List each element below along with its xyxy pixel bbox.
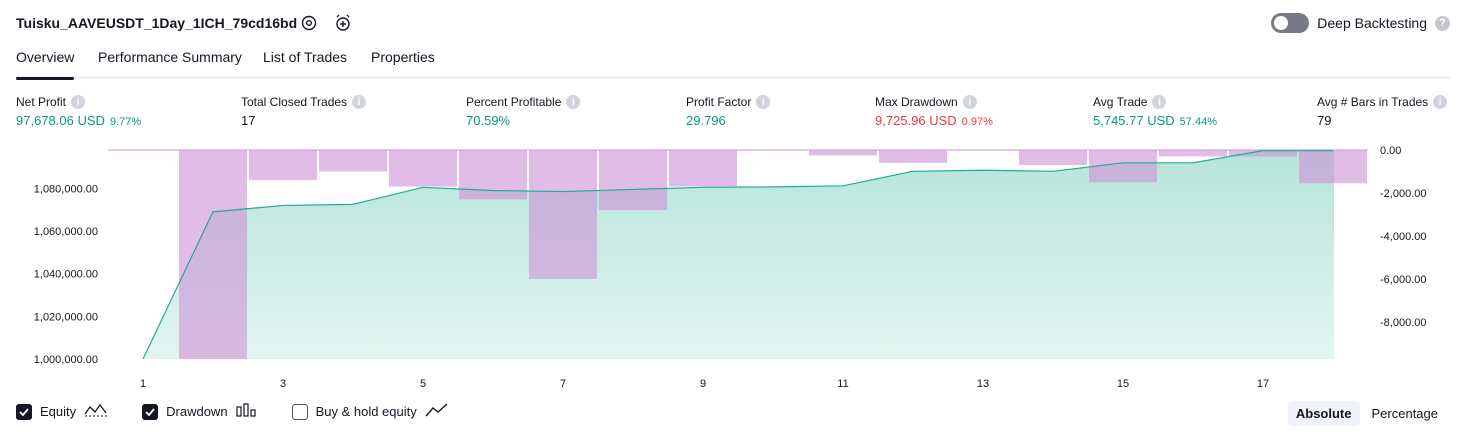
metric-percent: 57.44% <box>1179 116 1217 128</box>
y-right-tick-label: -6,000.00 <box>1380 274 1426 286</box>
metric-value: 17 <box>241 113 256 128</box>
x-tick-label: 1 <box>140 378 146 390</box>
x-tick-label: 17 <box>1257 378 1269 390</box>
equity-area <box>143 150 1334 359</box>
absolute-button[interactable]: Absolute <box>1287 401 1360 426</box>
drawdown-bar <box>319 150 387 172</box>
metric-label: Avg # Bars in Trades <box>1317 95 1429 109</box>
y-left-tick-label: 1,080,000.00 <box>34 183 98 195</box>
metric-label: Max Drawdown <box>875 95 958 109</box>
percentage-button[interactable]: Percentage <box>1371 406 1439 421</box>
info-icon[interactable]: i <box>71 95 86 109</box>
metric-percent: 0.97% <box>961 116 993 128</box>
metric-total-closed-trades: Total Closed Trades i 17 <box>241 94 367 128</box>
y-right-tick-label: -8,000.00 <box>1380 317 1426 329</box>
metric-value: 9,725.96 USD <box>875 113 957 128</box>
metric-value: 70.59% <box>466 113 511 128</box>
drawdown-checkbox[interactable] <box>142 403 159 420</box>
y-right-tick-label: 0.00 <box>1380 145 1401 157</box>
equity-line <box>142 150 1334 360</box>
x-tick-label: 5 <box>420 378 426 390</box>
report-header: Tuisku_AAVEUSDT_1Day_1ICH_79cd16bd Deep … <box>16 12 1450 36</box>
drawdown-bar <box>1159 150 1227 157</box>
metric-label: Percent Profitable <box>466 95 562 109</box>
buy-hold-line-icon <box>425 403 449 420</box>
y-left-tick-label: 1,040,000.00 <box>34 269 98 281</box>
drawdown-bar <box>809 150 877 156</box>
tab-properties[interactable]: Properties <box>371 49 435 65</box>
y-right-tick-label: -4,000.00 <box>1380 231 1426 243</box>
y-left-tick-label: 1,060,000.00 <box>34 226 98 238</box>
metric-avg-bars: Avg # Bars in Trades i 79 <box>1317 94 1448 128</box>
x-tick-label: 7 <box>560 378 566 390</box>
drawdown-bar <box>179 150 247 359</box>
metric-profit-factor: Profit Factor i 29.796 <box>686 94 771 128</box>
drawdown-bar <box>1299 150 1367 184</box>
metric-avg-trade: Avg Trade i 5,745.77 USD 57.44% <box>1093 94 1217 128</box>
info-icon[interactable]: i <box>756 95 771 109</box>
legend-label: Equity <box>40 404 77 419</box>
x-tick-label: 13 <box>977 378 989 390</box>
metric-label: Profit Factor <box>686 95 752 109</box>
tab-list-of-trades[interactable]: List of Trades <box>263 49 348 65</box>
equity-wave-icon <box>84 403 108 420</box>
metric-net-profit: Net Profit i 97,678.06 USD 9.77% <box>16 94 141 128</box>
legend-label: Buy & hold equity <box>315 404 417 419</box>
drawdown-bar <box>599 150 667 211</box>
buy-hold-checkbox[interactable] <box>291 403 308 420</box>
legend-equity[interactable]: Equity <box>16 403 108 420</box>
drawdown-bar <box>669 150 737 187</box>
y-left-tick-label: 1,020,000.00 <box>34 311 98 323</box>
metric-value: 79 <box>1317 113 1332 128</box>
metric-percent-profitable: Percent Profitable i 70.59% <box>466 94 581 128</box>
drawdown-bar <box>1019 150 1087 166</box>
strategy-title: Tuisku_AAVEUSDT_1Day_1ICH_79cd16bd <box>16 15 298 31</box>
chart-legend: Equity Drawdown Buy & hold equity <box>16 403 483 420</box>
drawdown-bar <box>529 150 597 279</box>
x-tick-label: 3 <box>280 378 286 390</box>
metric-percent: 9.77% <box>109 116 142 128</box>
legend-drawdown[interactable]: Drawdown <box>142 403 257 420</box>
info-icon[interactable]: i <box>352 95 367 109</box>
metric-value: 5,745.77 USD <box>1093 113 1175 128</box>
add-alert-icon[interactable] <box>332 12 354 34</box>
legend-label: Drawdown <box>166 404 228 419</box>
info-icon[interactable]: i <box>566 95 581 109</box>
deep-backtesting-toggle[interactable] <box>1271 13 1310 33</box>
y-right-tick-label: -2,000.00 <box>1380 188 1426 200</box>
settings-icon[interactable] <box>298 12 320 34</box>
scale-mode-switch: Absolute Percentage <box>1287 401 1446 426</box>
x-tick-label: 9 <box>700 378 706 390</box>
drawdown-bars-icon <box>235 403 258 420</box>
equity-checkbox[interactable] <box>16 403 32 420</box>
y-left-tick-label: 1,000,000.00 <box>34 354 98 366</box>
metric-label: Avg Trade <box>1093 95 1148 109</box>
metric-value: 97,678.06 USD <box>16 113 105 128</box>
tab-bar: Overview Performance Summary List of Tra… <box>16 48 1450 80</box>
drawdown-bar <box>879 150 947 163</box>
info-icon[interactable]: i <box>962 95 977 109</box>
drawdown-bar <box>459 150 527 200</box>
metric-value: 29.796 <box>686 113 726 128</box>
metric-label: Net Profit <box>16 95 67 109</box>
x-tick-label: 15 <box>1117 378 1129 390</box>
drawdown-bar <box>389 150 457 187</box>
metric-label: Total Closed Trades <box>241 95 348 109</box>
info-icon[interactable]: i <box>1152 95 1167 109</box>
drawdown-bar <box>249 150 317 181</box>
x-tick-label: 11 <box>837 378 848 390</box>
info-icon[interactable]: i <box>1433 95 1448 109</box>
deep-backtesting-control: Deep Backtesting ? <box>1271 13 1450 33</box>
tab-overview[interactable]: Overview <box>16 49 75 80</box>
legend-buy-hold[interactable]: Buy & hold equity <box>291 403 449 420</box>
deep-backtesting-label: Deep Backtesting <box>1317 15 1427 31</box>
tab-performance-summary[interactable]: Performance Summary <box>98 49 242 65</box>
help-icon[interactable]: ? <box>1435 15 1450 31</box>
metric-max-drawdown: Max Drawdown i 9,725.96 USD 0.97% <box>875 94 993 128</box>
drawdown-bar <box>1229 150 1297 157</box>
equity-drawdown-chart[interactable]: 1,000,000.00 1,020,000.00 1,040,000.00 1,06… <box>0 140 1466 394</box>
